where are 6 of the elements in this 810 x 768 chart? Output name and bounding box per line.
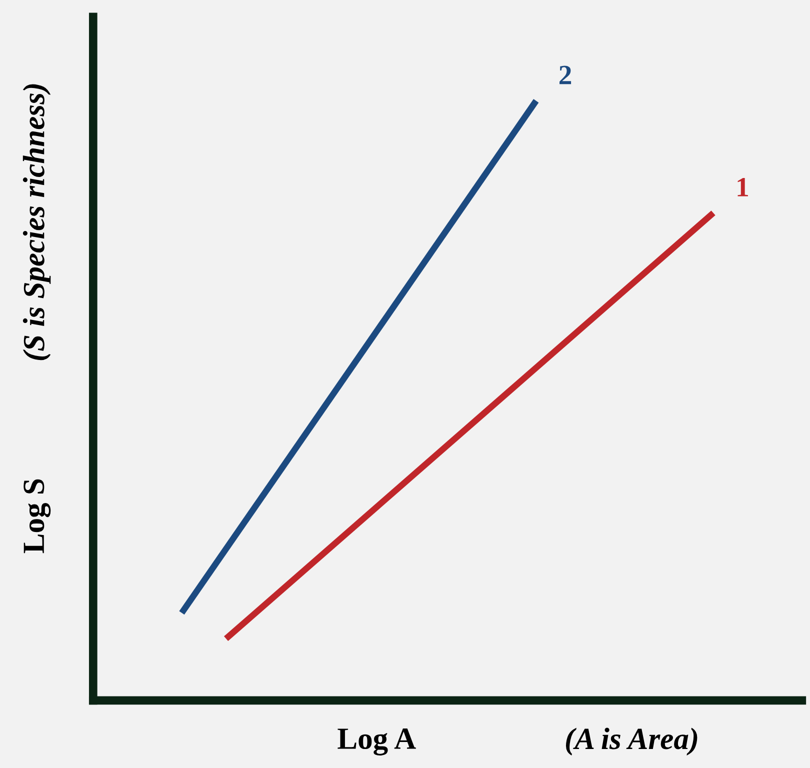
series-label: 2 bbox=[560, 66, 572, 84]
x-axis-title: Log A bbox=[338, 728, 416, 756]
text: (A is Area) bbox=[566, 728, 698, 756]
series-label: 1 bbox=[738, 178, 748, 196]
text: (S is Species richness) bbox=[22, 84, 51, 360]
y-axis-title: Log S bbox=[24, 479, 51, 554]
